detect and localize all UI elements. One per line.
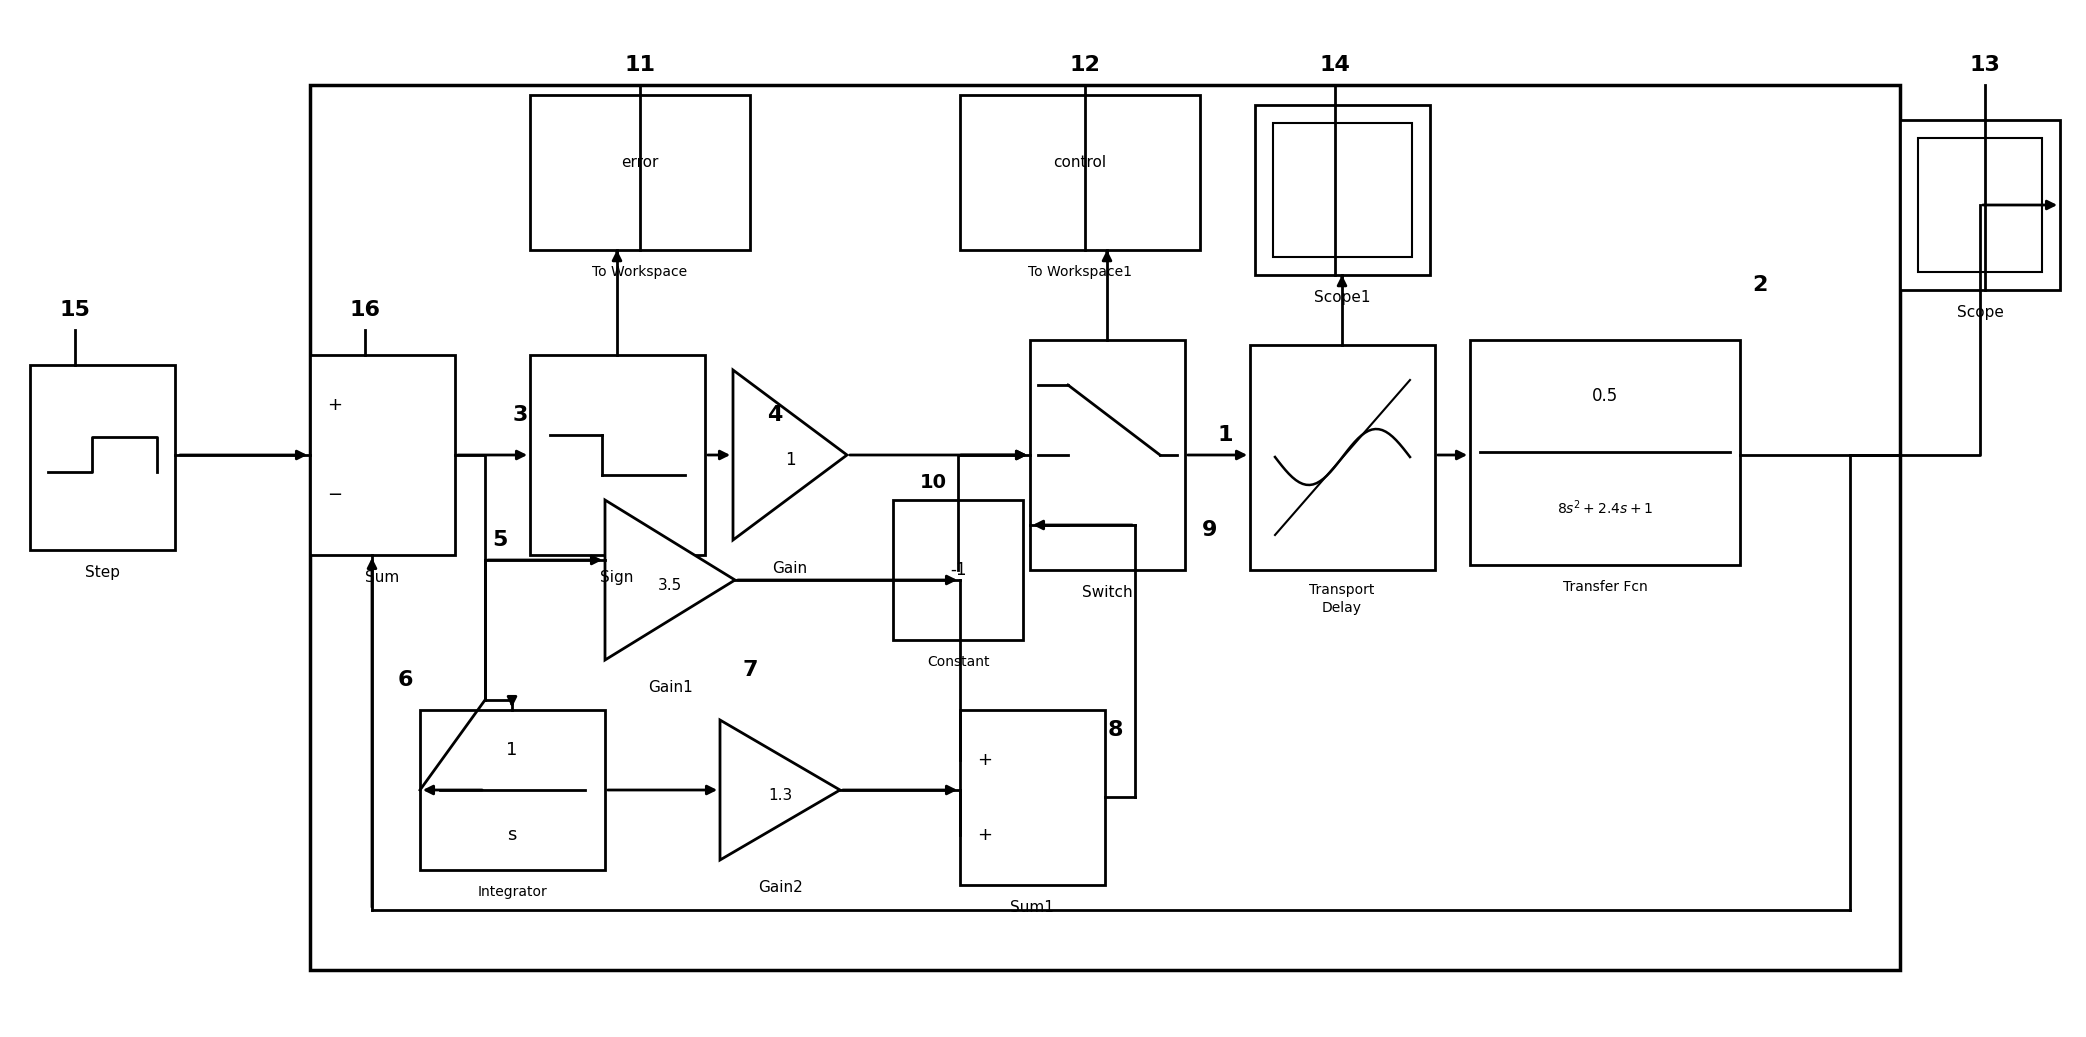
Bar: [1471, 340, 1740, 565]
Text: Step: Step: [86, 564, 119, 580]
Text: 7: 7: [743, 660, 757, 680]
Text: Delay: Delay: [1323, 601, 1362, 615]
Text: +: +: [328, 396, 342, 414]
Text: 1: 1: [1218, 425, 1233, 445]
Text: 15: 15: [60, 300, 90, 320]
Text: Sum1: Sum1: [1010, 899, 1053, 915]
Text: s: s: [507, 826, 517, 844]
Text: error: error: [622, 155, 659, 169]
Bar: [1250, 345, 1435, 570]
Bar: [960, 95, 1199, 250]
Text: −: −: [328, 486, 342, 504]
Polygon shape: [732, 370, 847, 540]
Text: Scope1: Scope1: [1314, 289, 1371, 305]
Text: 9: 9: [1202, 520, 1218, 540]
Bar: [1272, 123, 1412, 257]
Bar: [1030, 340, 1185, 570]
Text: 2: 2: [1752, 275, 1767, 295]
Text: 3.5: 3.5: [657, 578, 682, 592]
Text: 4: 4: [768, 405, 782, 425]
Bar: [530, 355, 705, 555]
Text: 10: 10: [920, 473, 947, 492]
Text: Constant: Constant: [926, 655, 989, 669]
Text: Transfer Fcn: Transfer Fcn: [1562, 580, 1648, 594]
Text: Sign: Sign: [601, 569, 634, 585]
Bar: [311, 85, 1900, 970]
Text: Integrator: Integrator: [478, 885, 547, 899]
Polygon shape: [605, 500, 734, 660]
Text: 12: 12: [1070, 55, 1101, 75]
Bar: [311, 355, 455, 555]
Text: 6: 6: [396, 670, 413, 690]
Text: $8s^2+2.4s+1$: $8s^2+2.4s+1$: [1556, 499, 1652, 517]
Text: 1: 1: [784, 451, 795, 469]
Bar: [29, 365, 175, 550]
Text: 5: 5: [492, 530, 507, 550]
Text: 13: 13: [1969, 55, 2000, 75]
Text: Transport: Transport: [1310, 583, 1375, 597]
Text: 1: 1: [507, 741, 517, 759]
Text: 1.3: 1.3: [768, 787, 793, 803]
Bar: [419, 710, 605, 870]
Text: 8: 8: [1108, 720, 1122, 740]
Text: -1: -1: [949, 561, 966, 579]
Text: To Workspace: To Workspace: [592, 265, 688, 279]
Text: To Workspace1: To Workspace1: [1028, 265, 1133, 279]
Bar: [1256, 105, 1431, 275]
Bar: [893, 500, 1022, 640]
Text: 11: 11: [624, 55, 655, 75]
Text: 0.5: 0.5: [1592, 387, 1619, 405]
Text: +: +: [978, 751, 993, 769]
Polygon shape: [720, 720, 841, 860]
Bar: [960, 710, 1106, 885]
Text: 3: 3: [513, 405, 528, 425]
Text: 14: 14: [1320, 55, 1350, 75]
Text: control: control: [1053, 155, 1106, 169]
Text: +: +: [978, 826, 993, 844]
Text: Gain2: Gain2: [757, 880, 803, 896]
Text: Scope: Scope: [1957, 305, 2003, 319]
Bar: [1900, 120, 2061, 290]
Text: Gain1: Gain1: [647, 680, 693, 696]
Text: Sum: Sum: [365, 569, 398, 585]
Bar: [530, 95, 751, 250]
Bar: [1917, 138, 2042, 272]
Text: Gain: Gain: [772, 561, 807, 576]
Text: Switch: Switch: [1083, 585, 1133, 599]
Text: 16: 16: [350, 300, 380, 320]
